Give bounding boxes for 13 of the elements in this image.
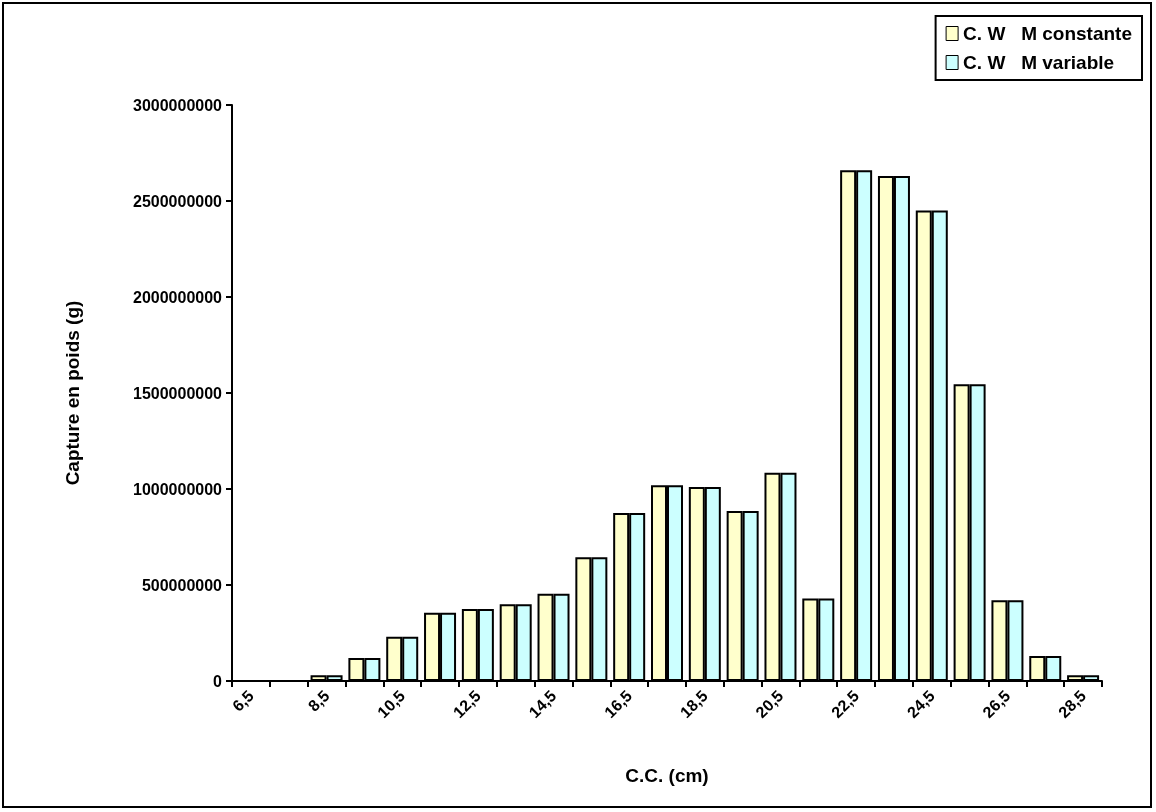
y-tick-label: 2500000000 [133, 192, 223, 210]
legend-label: C. W M variable [963, 52, 1115, 73]
y-tick-label: 500000000 [141, 576, 223, 594]
y-tick-label: 1000000000 [133, 480, 223, 498]
y-tick-label: 1500000000 [133, 384, 223, 402]
y-tick-label: 3000000000 [133, 96, 223, 114]
legend-label: C. W M constante [963, 23, 1133, 44]
x-tick-label: 8,5 [304, 686, 333, 715]
x-axis-title: C.C. (cm) [625, 765, 709, 786]
x-tick-label: 6,5 [229, 686, 257, 715]
y-tick-label: 0 [213, 672, 223, 690]
y-tick-label: 2000000000 [133, 288, 223, 306]
y-axis-title: Capture en poids (g) [62, 300, 83, 486]
